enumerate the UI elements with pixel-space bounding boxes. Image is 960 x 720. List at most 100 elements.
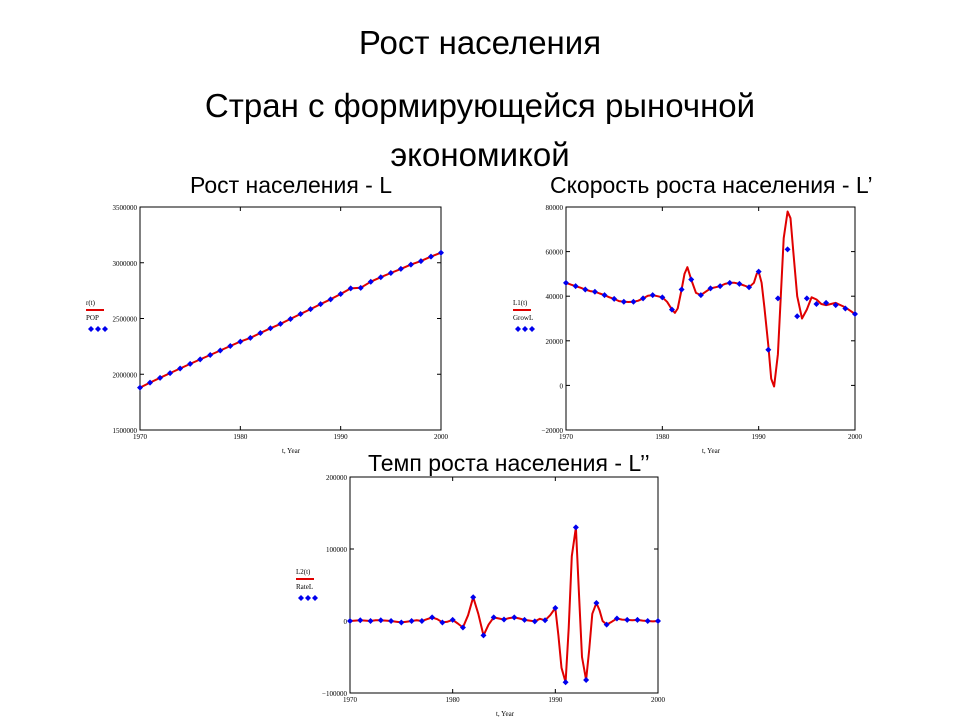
data-point-POP (307, 306, 314, 313)
data-point-POP (207, 351, 214, 358)
x-axis-label: t, Year (282, 447, 301, 455)
x-tick-label: 1990 (548, 696, 563, 704)
y-tick-label: 3500000 (113, 204, 138, 212)
data-point-POP (167, 370, 174, 377)
data-point-POP (247, 334, 254, 341)
data-point-POP (337, 290, 344, 297)
chart1-title: Рост населения - L (190, 172, 393, 198)
data-point-RateL (583, 677, 590, 684)
chart3-title: Темп роста населения - L’’ (368, 450, 650, 476)
data-point-RateL (490, 614, 497, 621)
x-tick-label: 1990 (334, 433, 349, 441)
data-point-RateL (377, 617, 384, 624)
data-point-GrowL (678, 286, 685, 293)
x-tick-label: 1970 (343, 696, 358, 704)
data-point-POP (407, 261, 414, 268)
data-point-POP (427, 253, 434, 260)
data-point-GrowL (852, 311, 858, 318)
y-tick-label: 0 (344, 618, 348, 626)
x-tick-label: 1980 (655, 433, 670, 441)
data-point-GrowL (601, 292, 608, 299)
data-point-GrowL (813, 301, 820, 308)
data-point-POP (217, 347, 224, 354)
x-tick-label: 1980 (233, 433, 248, 441)
data-point-GrowL (794, 313, 801, 320)
data-point-POP (277, 320, 284, 327)
data-point-POP (137, 384, 143, 391)
data-point-GrowL (803, 295, 810, 302)
data-point-POP (327, 296, 334, 303)
x-axis-label: t, Year (702, 447, 721, 455)
y-tick-label: 80000 (546, 204, 564, 212)
data-point-RateL (634, 616, 641, 623)
data-point-GrowL (572, 283, 579, 290)
y-tick-label: 200000 (326, 474, 348, 482)
data-point-GrowL (832, 302, 839, 309)
data-point-RateL (459, 624, 466, 631)
series-line-L2(t) (349, 526, 659, 684)
legend-points-swatch (529, 326, 535, 332)
data-point-POP (347, 285, 354, 292)
data-point-RateL (501, 616, 507, 623)
data-point-RateL (613, 615, 620, 622)
data-point-RateL (418, 618, 425, 624)
data-point-GrowL (620, 298, 627, 305)
legend-line-label: L2(t) (296, 568, 311, 576)
data-point-POP (147, 379, 154, 386)
data-point-POP (357, 284, 364, 291)
x-axis-label: t, Year (496, 710, 515, 718)
data-point-GrowL (649, 292, 656, 299)
legend-points-label: POP (86, 314, 99, 322)
data-point-RateL (655, 618, 661, 624)
data-point-GrowL (563, 279, 569, 286)
data-point-POP (187, 360, 194, 367)
legend-points-swatch (515, 326, 521, 332)
plot-frame (139, 206, 442, 431)
data-point-GrowL (668, 306, 675, 313)
legend-points-label: RateL (296, 583, 313, 591)
x-tick-label: 1990 (752, 433, 767, 441)
data-point-GrowL (659, 294, 666, 301)
slide-subtitle-line1: Стран с формирующейся рыночной (204, 87, 756, 124)
plot-frame (565, 206, 856, 431)
data-point-GrowL (611, 295, 618, 302)
legend-line-label: r(t) (86, 299, 96, 307)
data-point-RateL (562, 679, 569, 686)
data-point-POP (257, 329, 264, 336)
data-point-RateL (593, 600, 600, 606)
y-tick-label: −20000 (542, 427, 564, 435)
data-point-RateL (470, 594, 477, 601)
data-point-RateL (521, 616, 528, 623)
data-point-GrowL (688, 276, 695, 283)
data-point-GrowL (717, 283, 724, 290)
data-point-RateL (624, 616, 631, 623)
data-point-POP (417, 258, 424, 265)
data-point-GrowL (640, 295, 647, 302)
x-tick-label: 1980 (446, 696, 461, 704)
data-point-POP (397, 265, 404, 272)
data-point-GrowL (736, 280, 743, 287)
y-tick-label: 2500000 (113, 316, 138, 324)
legend-points-swatch (102, 326, 108, 332)
data-point-GrowL (823, 299, 830, 306)
x-tick-label: 2000 (651, 696, 666, 704)
y-tick-label: 100000 (326, 546, 348, 554)
chart2-title: Скорость роста населения - L’ (550, 172, 873, 198)
legend-points-swatch (305, 595, 311, 601)
data-point-RateL (367, 618, 374, 624)
data-point-POP (317, 301, 324, 308)
data-point-RateL (572, 524, 579, 531)
data-point-GrowL (697, 292, 704, 299)
data-point-RateL (511, 614, 518, 621)
data-point-RateL (552, 605, 559, 612)
legend-points-swatch (88, 326, 94, 332)
data-point-GrowL (765, 346, 772, 353)
data-point-RateL (347, 618, 353, 624)
data-point-RateL (603, 621, 610, 628)
data-point-GrowL (755, 268, 762, 275)
data-point-GrowL (784, 246, 791, 253)
legend-points-swatch (312, 595, 318, 601)
data-point-POP (387, 270, 394, 277)
data-point-GrowL (591, 288, 598, 295)
x-tick-label: 2000 (848, 433, 863, 441)
